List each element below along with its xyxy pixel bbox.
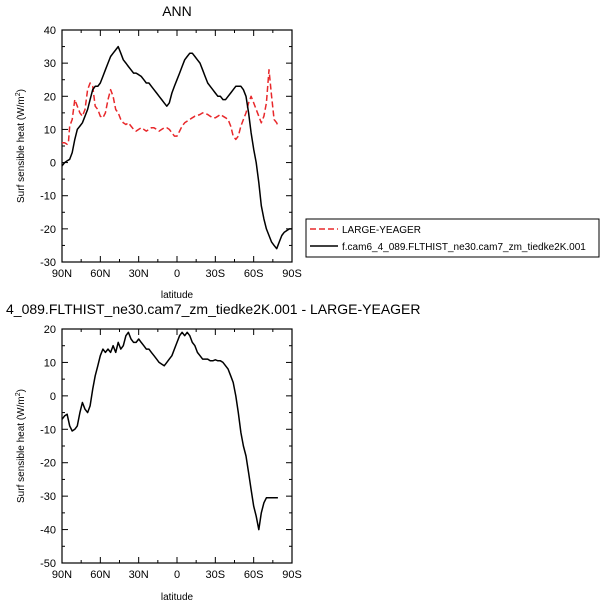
y-axis-label: Surf sensible heat (W/m2) [15,389,27,503]
y-tick-label: 20 [44,91,56,103]
series-line-2 [61,45,292,250]
x-tick-label: 0 [174,268,180,280]
y-tick-label: 20 [44,324,56,336]
series-line-1 [62,69,279,146]
legend-box [305,218,600,258]
plot-frame [61,328,293,564]
x-tick-label: 30N [129,569,149,581]
y-tick-label: 0 [50,391,56,403]
y-tick-label: -10 [40,424,56,436]
x-tick-label: 90S [282,569,302,581]
x-tick-label: 30S [206,268,226,280]
x-tick-label: 30N [129,268,149,280]
y-tick-label: -10 [40,191,56,203]
chart-1: ANN 90N 60N 30N 0 30S 60S 90S -30 -20 -10 0 10 20 30 40… [15,3,600,301]
x-tick-label: 90N [52,569,72,581]
x-tick-label: 60S [244,268,264,280]
x-axis-label: latitude [161,290,194,301]
y-tick-label: -20 [40,458,56,470]
x-tick-label: 0 [174,569,180,581]
plot-frame [61,29,293,263]
y-tick-label: 40 [44,25,56,37]
x-tick-label: 60S [244,569,264,581]
y-tick-label: -40 [40,525,56,537]
x-tick-label: 60N [90,569,110,581]
y-tick-label: -30 [40,491,56,503]
y-tick-label: 0 [50,158,56,170]
y-tick-label: 10 [44,124,56,136]
x-tick-label: 90N [52,268,72,280]
y-tick-label: 10 [44,357,56,369]
y-tick-label: -30 [40,257,56,269]
x-tick-label: 60N [90,268,110,280]
legend-label-2: f.cam6_4_089.FLTHIST_ne30.cam7_zm_tiedke… [342,242,586,253]
chart-title: ANN [162,3,192,19]
legend-label-1: LARGE-YEAGER [342,225,421,236]
y-tick-label: -50 [40,558,56,570]
chart-title: 4_089.FLTHIST_ne30.cam7_zm_tiedke2K.001 … [6,301,421,317]
y-axis-label: Surf sensible heat (W/m2) [15,89,27,203]
x-axis-label: latitude [161,592,194,603]
x-tick-label: 30S [206,569,226,581]
x-tick-label: 90S [282,268,302,280]
y-tick-label: -20 [40,224,56,236]
series-line-1 [61,331,278,531]
y-tick-label: 30 [44,58,56,70]
chart-2: 4_089.FLTHIST_ne30.cam7_zm_tiedke2K.001 … [6,301,421,603]
